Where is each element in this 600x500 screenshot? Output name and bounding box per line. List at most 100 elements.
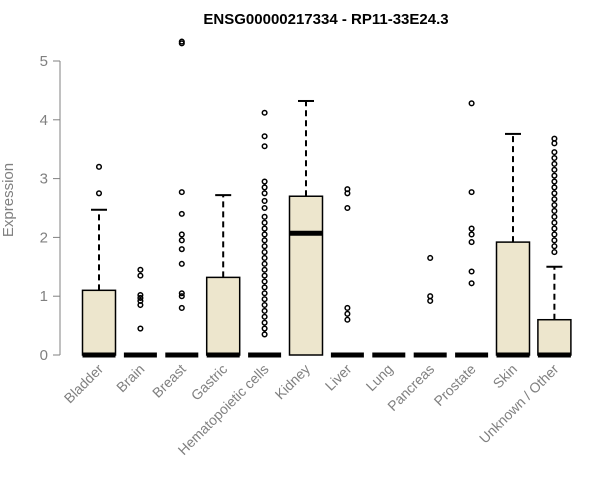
- outlier-point: [551, 225, 558, 232]
- outlier-point: [261, 301, 268, 309]
- box-0: [81, 163, 117, 358]
- chart-title: ENSG00000217334 - RP11-33E24.3: [203, 11, 448, 28]
- outlier-point: [178, 38, 185, 45]
- outlier-point: [468, 225, 475, 232]
- outlier-point: [261, 254, 268, 262]
- box-11: [537, 135, 572, 358]
- outlier-point: [468, 100, 475, 107]
- outlier-point: [261, 266, 268, 273]
- outlier-point: [261, 204, 268, 212]
- outlier-point: [344, 204, 351, 212]
- box-8: [413, 254, 447, 358]
- box-6: [330, 186, 364, 358]
- outlier-point: [261, 319, 268, 326]
- outlier-point: [137, 291, 144, 299]
- outlier-point: [468, 239, 475, 246]
- outlier-point: [178, 293, 185, 300]
- outlier-point: [261, 331, 268, 338]
- outlier-point: [468, 280, 475, 287]
- outlier-point: [178, 231, 185, 238]
- y-tick-label: 4: [40, 112, 48, 129]
- outlier-point: [551, 190, 558, 197]
- x-category-label: Bladder: [61, 361, 107, 407]
- box-rect: [495, 241, 531, 356]
- x-category-label: Unknown / Other: [476, 361, 562, 447]
- outlier-point: [344, 316, 351, 323]
- outlier-point: [261, 219, 268, 226]
- outlier-point: [261, 249, 268, 256]
- outlier-point: [551, 196, 558, 203]
- boxes-group: [81, 38, 572, 358]
- x-category-label: Prostate: [431, 361, 479, 409]
- outlier-point: [261, 272, 268, 279]
- outlier-point: [551, 149, 558, 156]
- box-rect: [205, 276, 241, 356]
- outlier-point: [137, 272, 144, 279]
- outlier-point: [427, 254, 434, 262]
- outlier-point: [344, 310, 351, 317]
- x-category-label: Kidney: [272, 361, 314, 403]
- outlier-point: [551, 184, 558, 191]
- outlier-point: [344, 304, 351, 312]
- x-category-label: Lung: [363, 361, 396, 394]
- x-category-label: Brain: [113, 361, 147, 395]
- outlier-point: [178, 304, 185, 312]
- outlier-point: [95, 190, 103, 197]
- outlier-point: [261, 325, 268, 332]
- outlier-point: [551, 160, 558, 167]
- outlier-point: [551, 172, 558, 179]
- y-axis-label: Expression: [0, 163, 17, 237]
- y-tick-label: 1: [40, 288, 48, 305]
- y-tick-label: 2: [40, 229, 48, 246]
- outlier-point: [261, 243, 268, 250]
- outlier-point: [137, 266, 144, 273]
- outlier-point: [261, 260, 268, 267]
- outlier-point: [551, 154, 558, 162]
- outlier-point: [551, 243, 558, 250]
- outlier-point: [261, 184, 268, 191]
- outlier-point: [178, 237, 185, 244]
- box-10: [495, 132, 531, 358]
- outlier-point: [261, 133, 268, 140]
- y-tick-label: 0: [40, 347, 48, 364]
- box-5: [288, 99, 324, 356]
- box-2: [165, 38, 199, 358]
- outlier-point: [427, 293, 434, 300]
- outlier-point: [261, 296, 268, 303]
- outlier-point: [427, 297, 434, 304]
- box-3: [205, 194, 241, 358]
- outlier-point: [551, 140, 558, 147]
- y-tick-label: 3: [40, 171, 48, 188]
- outlier-point: [551, 202, 558, 209]
- box-rect: [288, 195, 324, 356]
- outlier-point: [261, 307, 268, 314]
- outlier-point: [551, 219, 558, 226]
- y-axis: 0 1 2 3 4 5: [40, 53, 61, 364]
- x-category-label: Breast: [149, 361, 189, 401]
- y-tick-label: 5: [40, 53, 48, 70]
- outlier-point: [261, 213, 268, 220]
- box-rect: [81, 289, 117, 356]
- box-4: [248, 109, 282, 358]
- outlier-point: [468, 189, 475, 196]
- outlier-point: [551, 166, 558, 173]
- x-category-label: Skin: [490, 361, 521, 392]
- outlier-point: [551, 135, 558, 142]
- outlier-point: [261, 290, 268, 297]
- outlier-point: [137, 297, 144, 304]
- box-rect: [537, 318, 572, 356]
- outlier-point: [261, 178, 268, 185]
- x-category-label: Liver: [322, 361, 355, 394]
- outlier-point: [137, 325, 144, 332]
- box-9: [455, 100, 489, 358]
- box-1: [123, 266, 157, 358]
- outlier-point: [261, 231, 268, 238]
- outlier-point: [261, 284, 268, 291]
- outlier-point: [261, 313, 268, 320]
- outlier-point: [468, 268, 475, 275]
- outlier-point: [344, 186, 351, 193]
- outlier-point: [261, 237, 268, 244]
- outlier-point: [551, 178, 558, 185]
- outlier-point: [551, 207, 558, 214]
- outlier-point: [261, 278, 268, 285]
